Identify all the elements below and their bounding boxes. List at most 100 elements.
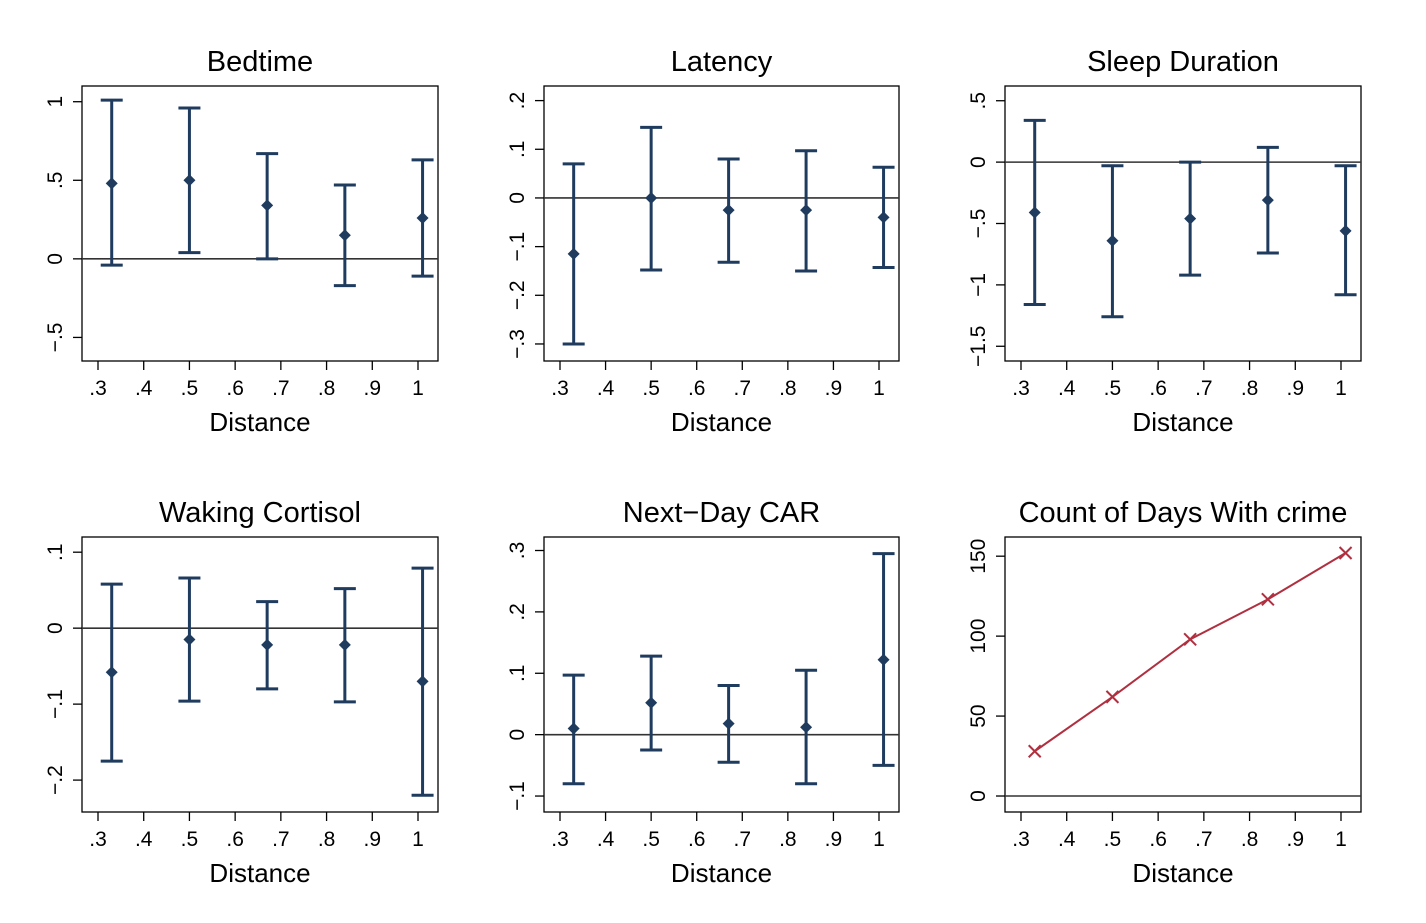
y-tick-label: 0 bbox=[506, 192, 529, 204]
x-tick-label: .8 bbox=[318, 828, 336, 851]
data-point bbox=[567, 722, 580, 735]
y-tick-label: −.2 bbox=[44, 765, 67, 795]
chart-panel-1: Bedtime Distance .3 .4 .5 .6 .7 .8 .9 1 −.5 0 .5 1 bbox=[44, 46, 439, 437]
y-tick-label: 0 bbox=[967, 790, 990, 802]
y-tick-label: 0 bbox=[44, 622, 67, 634]
data-point-marker bbox=[1105, 690, 1120, 704]
y-tick-label: −.3 bbox=[506, 329, 529, 359]
chart-panel-6: Count of Days With crime Distance .3 .4 .5 .6… bbox=[967, 497, 1362, 888]
chart-panel-2: Latency Distance .3 .4 .5 .6 .7 .8 .9 1 −.3 −.2 −.1 0… bbox=[506, 46, 900, 437]
y-tick-label: 0 bbox=[967, 156, 990, 168]
data-point bbox=[1028, 206, 1041, 219]
x-tick-label: .5 bbox=[1104, 377, 1122, 400]
y-tick-label: −.5 bbox=[44, 323, 67, 353]
x-axis-label: Distance bbox=[671, 858, 772, 888]
x-axis-label: Distance bbox=[1132, 407, 1233, 437]
x-tick-label: .9 bbox=[825, 377, 843, 400]
y-tick-label: .2 bbox=[506, 603, 529, 621]
x-tick-label: .5 bbox=[1104, 828, 1122, 851]
x-tick-label: 1 bbox=[1335, 828, 1347, 851]
y-tick-label: .3 bbox=[506, 542, 529, 560]
data-point bbox=[105, 666, 118, 679]
x-tick-label: .4 bbox=[135, 377, 153, 400]
chart-title: Next−Day CAR bbox=[623, 497, 820, 529]
y-tick-label: .5 bbox=[967, 92, 990, 110]
data-point bbox=[1184, 212, 1197, 225]
data-point bbox=[338, 638, 351, 651]
x-tick-label: 1 bbox=[873, 377, 885, 400]
plot-frame bbox=[1004, 85, 1362, 362]
chart-panel-5: Next−Day CAR Distance .3 .4 .5 .6 .7 .8 .9 1 −.1 0.… bbox=[506, 497, 900, 888]
plot-frame bbox=[1004, 536, 1362, 813]
x-axis-label: Distance bbox=[209, 407, 310, 437]
plot-frame bbox=[543, 85, 900, 362]
x-tick-label: .9 bbox=[1287, 377, 1305, 400]
data-point bbox=[567, 247, 580, 260]
data-point bbox=[183, 633, 196, 646]
series-line bbox=[1034, 552, 1347, 753]
x-tick-label: .3 bbox=[1012, 377, 1030, 400]
chart-title: Count of Days With crime bbox=[1019, 497, 1348, 529]
x-tick-label: .5 bbox=[181, 377, 199, 400]
data-point bbox=[1261, 194, 1274, 207]
data-point bbox=[722, 717, 735, 730]
y-tick-label: −.1 bbox=[506, 232, 529, 262]
data-point bbox=[261, 638, 274, 651]
chart-title: Sleep Duration bbox=[1087, 46, 1279, 78]
x-tick-label: .5 bbox=[181, 828, 199, 851]
x-tick-label: .3 bbox=[89, 377, 107, 400]
x-tick-label: .9 bbox=[364, 828, 382, 851]
y-tick-label: −.1 bbox=[44, 689, 67, 719]
y-tick-label: 0 bbox=[44, 253, 67, 265]
data-point bbox=[877, 653, 890, 666]
x-tick-label: 1 bbox=[1335, 377, 1347, 400]
data-point bbox=[261, 199, 274, 212]
x-tick-label: .3 bbox=[1012, 828, 1030, 851]
data-point bbox=[105, 177, 118, 190]
data-point bbox=[338, 229, 351, 242]
x-tick-label: .6 bbox=[688, 377, 706, 400]
y-tick-label: −.1 bbox=[506, 781, 529, 811]
chart-panel-3: Sleep Duration Distance .3 .4 .5 .6 .7 .8 .9 1 −1.… bbox=[967, 46, 1362, 437]
x-tick-label: .7 bbox=[1195, 377, 1213, 400]
data-point bbox=[183, 174, 196, 187]
data-point bbox=[645, 696, 658, 709]
y-tick-label: −1.5 bbox=[967, 326, 990, 367]
x-tick-label: .6 bbox=[1149, 828, 1167, 851]
x-tick-label: .6 bbox=[226, 377, 244, 400]
x-tick-label: .7 bbox=[1195, 828, 1213, 851]
x-tick-label: .3 bbox=[551, 828, 569, 851]
x-tick-label: .6 bbox=[226, 828, 244, 851]
x-tick-label: .5 bbox=[642, 828, 660, 851]
data-point bbox=[1339, 224, 1352, 237]
x-tick-label: .8 bbox=[1241, 377, 1259, 400]
x-tick-label: .6 bbox=[1149, 377, 1167, 400]
x-tick-label: .3 bbox=[551, 377, 569, 400]
x-tick-label: .8 bbox=[779, 377, 797, 400]
data-point-marker bbox=[1028, 744, 1042, 758]
data-point bbox=[800, 204, 813, 217]
data-point bbox=[645, 191, 658, 204]
x-tick-label: 1 bbox=[873, 828, 885, 851]
y-tick-label: .2 bbox=[506, 92, 529, 110]
data-point-marker bbox=[1338, 546, 1353, 560]
chart-title: Waking Cortisol bbox=[159, 497, 361, 529]
plot-frame bbox=[81, 85, 439, 362]
x-tick-label: .7 bbox=[272, 377, 290, 400]
x-tick-label: 1 bbox=[412, 377, 424, 400]
x-tick-label: .4 bbox=[1058, 377, 1076, 400]
plot-frame bbox=[543, 536, 900, 813]
chart-title: Bedtime bbox=[207, 46, 313, 78]
data-point bbox=[416, 212, 429, 224]
x-tick-label: .3 bbox=[89, 828, 107, 851]
x-axis-label: Distance bbox=[1132, 858, 1233, 888]
x-tick-label: .6 bbox=[688, 828, 706, 851]
x-tick-label: .5 bbox=[642, 377, 660, 400]
x-tick-label: .8 bbox=[779, 828, 797, 851]
data-point-marker bbox=[1261, 592, 1275, 607]
x-tick-label: .4 bbox=[597, 377, 615, 400]
y-tick-label: .1 bbox=[506, 665, 529, 683]
x-tick-label: .9 bbox=[364, 377, 382, 400]
